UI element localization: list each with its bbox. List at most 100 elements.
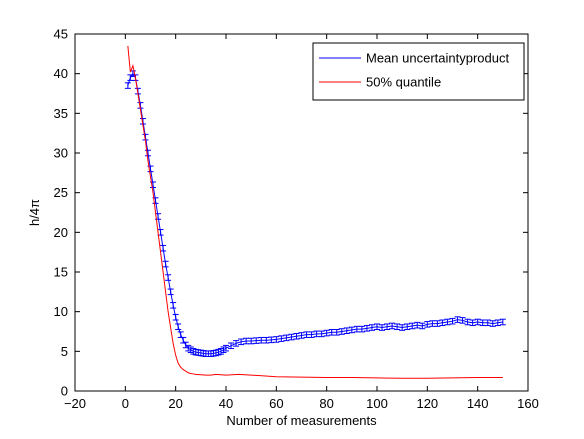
error-bar (348, 326, 355, 334)
legend: Mean uncertaintyproduct 50% quantile (312, 42, 525, 101)
y-tick-label: 20 (54, 225, 68, 240)
legend-entry-mean: Mean uncertaintyproduct (366, 51, 509, 66)
error-bar (144, 149, 151, 157)
error-bar (167, 288, 174, 296)
error-bar (353, 325, 360, 333)
error-bar (399, 324, 406, 331)
x-tick-label: 120 (416, 396, 438, 411)
error-bar (434, 320, 441, 327)
series-quantile (127, 45, 503, 379)
x-tick-label: 80 (319, 396, 333, 411)
error-bar (273, 336, 280, 343)
error-bar (419, 322, 426, 330)
series-group (124, 45, 506, 379)
error-bar (268, 336, 275, 344)
error-bar (127, 74, 134, 81)
y-axis-label: h/4π (27, 199, 42, 226)
error-bar (464, 318, 471, 326)
error-bar (263, 336, 270, 344)
error-bar (318, 330, 325, 338)
error-bar (368, 324, 375, 331)
error-bar (288, 333, 295, 341)
error-bar (283, 334, 290, 342)
y-tick-label: 40 (54, 66, 68, 81)
x-tick-label: 40 (219, 396, 233, 411)
error-bar (374, 323, 380, 331)
error-bar (338, 328, 345, 335)
error-bar (162, 260, 169, 268)
x-tick-label: 20 (168, 396, 182, 411)
error-bar (343, 327, 350, 334)
axis-ticks: −20 0 20 40 60 80 100 120 140 1600510152025303540… (54, 27, 539, 412)
error-bar (384, 323, 391, 331)
error-bar (228, 342, 235, 350)
error-bar (278, 335, 285, 342)
y-tick-label: 5 (61, 344, 68, 359)
error-bar (404, 323, 411, 331)
x-tick-label: 0 (122, 396, 129, 411)
error-bar (220, 346, 227, 354)
error-bar (429, 320, 436, 327)
error-bar (243, 337, 250, 345)
y-tick-label: 45 (54, 27, 68, 42)
series-line (127, 45, 503, 379)
error-bar (333, 329, 340, 336)
error-bar (358, 325, 365, 333)
error-bar (187, 346, 194, 354)
error-bar (489, 320, 496, 327)
error-bar (170, 302, 177, 309)
error-bar (238, 338, 245, 346)
error-bar (363, 325, 370, 332)
series-mean (124, 70, 506, 357)
error-bar (454, 316, 461, 323)
error-bar (172, 313, 179, 321)
error-bar (459, 317, 466, 324)
x-tick-label: −20 (64, 396, 86, 411)
error-bar (479, 319, 486, 327)
y-tick-label: 10 (54, 304, 68, 319)
legend-box (312, 42, 525, 101)
error-bar (233, 340, 240, 347)
error-bar (409, 322, 416, 330)
error-bar (223, 344, 229, 352)
x-tick-label: 140 (467, 396, 489, 411)
legend-entry-quantile: 50% quantile (366, 75, 441, 90)
error-bar (258, 336, 265, 344)
error-bar (217, 348, 224, 355)
error-bar (389, 322, 396, 330)
x-tick-label: 100 (366, 396, 388, 411)
error-bar (414, 321, 421, 329)
error-bar (298, 332, 305, 339)
x-tick-label: 160 (517, 396, 539, 411)
error-bar (248, 337, 255, 345)
error-bar (124, 82, 131, 89)
error-bar (379, 324, 386, 331)
error-bar (175, 323, 182, 331)
error-bar (469, 319, 476, 327)
error-bar (424, 321, 431, 328)
error-bar (313, 330, 320, 338)
y-tick-label: 35 (54, 106, 68, 121)
error-bar (449, 317, 456, 325)
error-bar (323, 329, 330, 337)
error-bar (328, 329, 335, 336)
error-bar (474, 318, 481, 326)
error-bar (185, 344, 192, 352)
error-bar (253, 337, 260, 344)
error-bar (308, 331, 315, 338)
y-tick-label: 15 (54, 265, 68, 280)
x-tick-label: 60 (269, 396, 283, 411)
error-bar (160, 244, 167, 252)
error-bar (439, 319, 446, 327)
y-tick-label: 25 (54, 185, 68, 200)
error-bar (499, 318, 506, 326)
error-bar (303, 331, 310, 338)
error-bar (494, 319, 501, 327)
error-bar (444, 318, 451, 326)
error-bar (484, 319, 491, 327)
error-bar (165, 274, 172, 281)
y-tick-label: 30 (54, 146, 68, 161)
error-bar (394, 323, 401, 331)
y-tick-label: 0 (61, 384, 68, 399)
